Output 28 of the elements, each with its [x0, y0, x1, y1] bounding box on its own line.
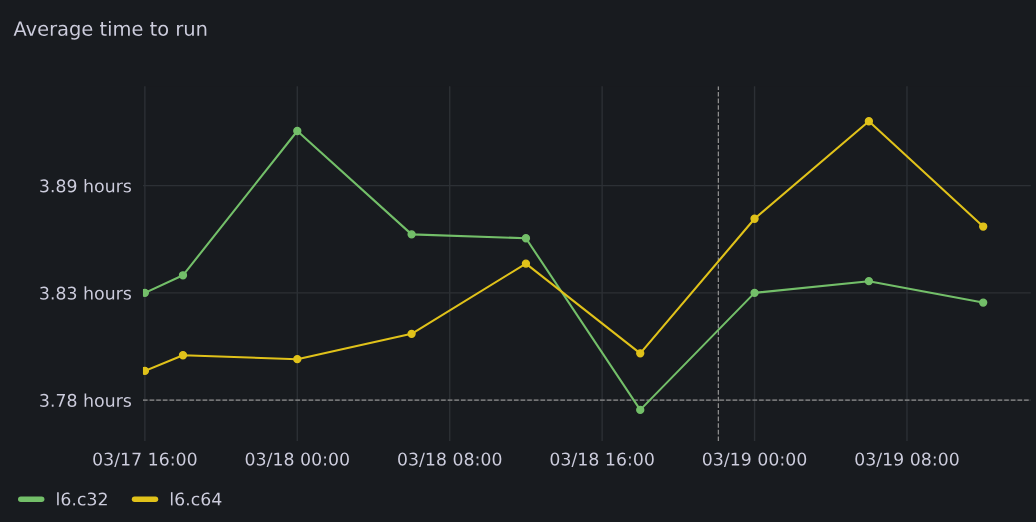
x-tick-label: 03/19 08:00 — [855, 452, 959, 467]
point — [178, 351, 188, 360]
point — [178, 271, 188, 280]
point — [407, 329, 416, 338]
x-tick-label: 03/19 00:00 — [702, 452, 807, 467]
point — [521, 259, 531, 268]
x-tick-label: 03/17 16:00 — [93, 452, 197, 467]
point — [636, 405, 645, 415]
point — [864, 276, 874, 286]
y-tick-label: 3.89 hours — [40, 179, 132, 193]
point — [864, 117, 874, 126]
x-tick-label: 03/18 16:00 — [550, 452, 654, 467]
y-tick-label: 3.83 hours — [40, 286, 132, 300]
chart-title: Average time to run — [13, 20, 207, 40]
x-tick-label: 03/18 08:00 — [398, 452, 502, 467]
point — [979, 298, 988, 307]
point — [750, 288, 759, 298]
legend-label: l6.c64 — [170, 492, 222, 506]
point — [293, 355, 302, 364]
point — [407, 230, 416, 239]
legend-label: l6.c32 — [57, 492, 107, 506]
point — [636, 349, 645, 358]
point — [293, 126, 302, 136]
x-tick-label: 03/18 00:00 — [245, 452, 349, 467]
point — [521, 234, 531, 243]
point — [750, 214, 759, 223]
point — [979, 222, 988, 231]
y-tick-label: 3.78 hours — [40, 393, 132, 407]
